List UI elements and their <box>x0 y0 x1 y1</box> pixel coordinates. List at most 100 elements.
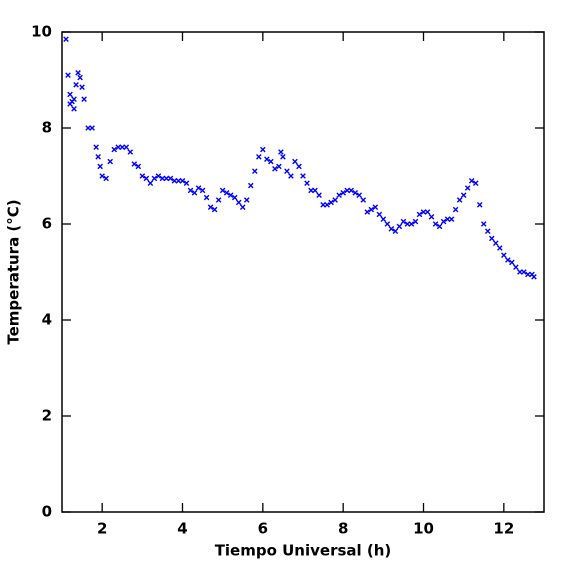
data-point <box>501 252 507 258</box>
data-point <box>227 192 234 198</box>
data-point <box>219 187 226 194</box>
data-point <box>400 218 407 225</box>
data-point <box>71 96 77 102</box>
data-point <box>432 221 439 227</box>
data-point <box>67 91 73 98</box>
data-point <box>505 257 511 263</box>
data-point <box>123 144 130 150</box>
data-point <box>167 175 174 182</box>
data-point <box>380 216 387 222</box>
data-point <box>348 187 354 194</box>
data-point <box>99 173 105 179</box>
x-tick-label: 12 <box>493 520 514 538</box>
data-point <box>356 192 363 198</box>
data-point <box>79 84 85 90</box>
y-tick-label: 8 <box>42 119 52 137</box>
data-point <box>199 187 206 194</box>
data-point <box>77 74 83 81</box>
data-point <box>468 178 475 184</box>
data-point <box>73 82 79 88</box>
data-point <box>513 264 519 270</box>
data-point <box>436 223 443 230</box>
data-point <box>191 190 198 196</box>
data-point <box>328 199 334 206</box>
data-point <box>179 178 186 184</box>
data-point <box>460 192 467 198</box>
data-point <box>280 154 286 160</box>
data-point <box>336 192 342 198</box>
data-point <box>272 166 278 172</box>
data-point <box>75 70 81 76</box>
data-point <box>312 187 318 194</box>
y-tick-label: 4 <box>42 311 52 329</box>
data-point <box>300 173 306 179</box>
data-point <box>97 163 103 170</box>
data-point <box>147 180 154 186</box>
data-point <box>531 274 537 280</box>
data-point <box>292 158 298 165</box>
data-point <box>131 161 138 167</box>
data-point <box>472 180 479 186</box>
x-tick-label: 10 <box>413 520 434 538</box>
data-point <box>452 206 459 213</box>
data-point <box>231 194 238 201</box>
data-point <box>521 269 527 275</box>
data-point <box>207 204 214 210</box>
plot-frame <box>61 31 545 513</box>
data-point <box>396 223 403 230</box>
data-point <box>135 163 142 170</box>
data-point <box>372 204 379 210</box>
data-point <box>65 72 71 78</box>
data-point <box>509 259 515 266</box>
data-point <box>127 149 134 155</box>
data-point <box>195 185 202 191</box>
data-point <box>93 144 99 150</box>
data-point <box>278 149 284 155</box>
data-point <box>412 218 419 225</box>
data-point <box>268 158 274 165</box>
data-point <box>247 182 254 189</box>
data-point <box>440 218 447 225</box>
y-tick-label: 2 <box>42 407 52 425</box>
data-point <box>243 197 250 203</box>
data-point <box>448 216 455 222</box>
data-point <box>183 180 190 186</box>
data-point <box>71 106 77 112</box>
data-point <box>143 175 150 182</box>
data-point <box>81 96 87 102</box>
data-point <box>239 204 246 210</box>
data-point <box>252 168 258 174</box>
x-tick-label: 6 <box>258 520 268 538</box>
data-point <box>203 194 210 201</box>
y-axis-label: Temperatura (°C) <box>5 199 23 344</box>
data-point <box>284 168 290 174</box>
data-point <box>332 197 338 203</box>
x-tick-label: 2 <box>97 520 107 538</box>
data-point <box>296 163 302 170</box>
data-point <box>89 125 95 131</box>
data-point <box>215 197 222 203</box>
data-point <box>428 214 435 220</box>
data-point <box>264 156 270 162</box>
data-point <box>223 190 230 196</box>
x-tick-label: 8 <box>338 520 348 538</box>
data-point <box>497 245 503 251</box>
data-point <box>408 221 415 227</box>
data-point <box>424 209 431 215</box>
data-point <box>464 185 471 191</box>
data-point <box>235 199 242 206</box>
data-point <box>340 190 346 196</box>
data-point <box>484 228 491 234</box>
data-point <box>392 228 399 234</box>
data-point <box>360 197 367 203</box>
data-point <box>260 146 266 153</box>
data-point <box>304 180 310 186</box>
data-point <box>288 173 294 179</box>
data-point <box>111 146 118 153</box>
data-point <box>388 226 395 232</box>
data-point <box>139 173 146 179</box>
data-point <box>376 211 383 218</box>
data-point <box>493 240 499 246</box>
